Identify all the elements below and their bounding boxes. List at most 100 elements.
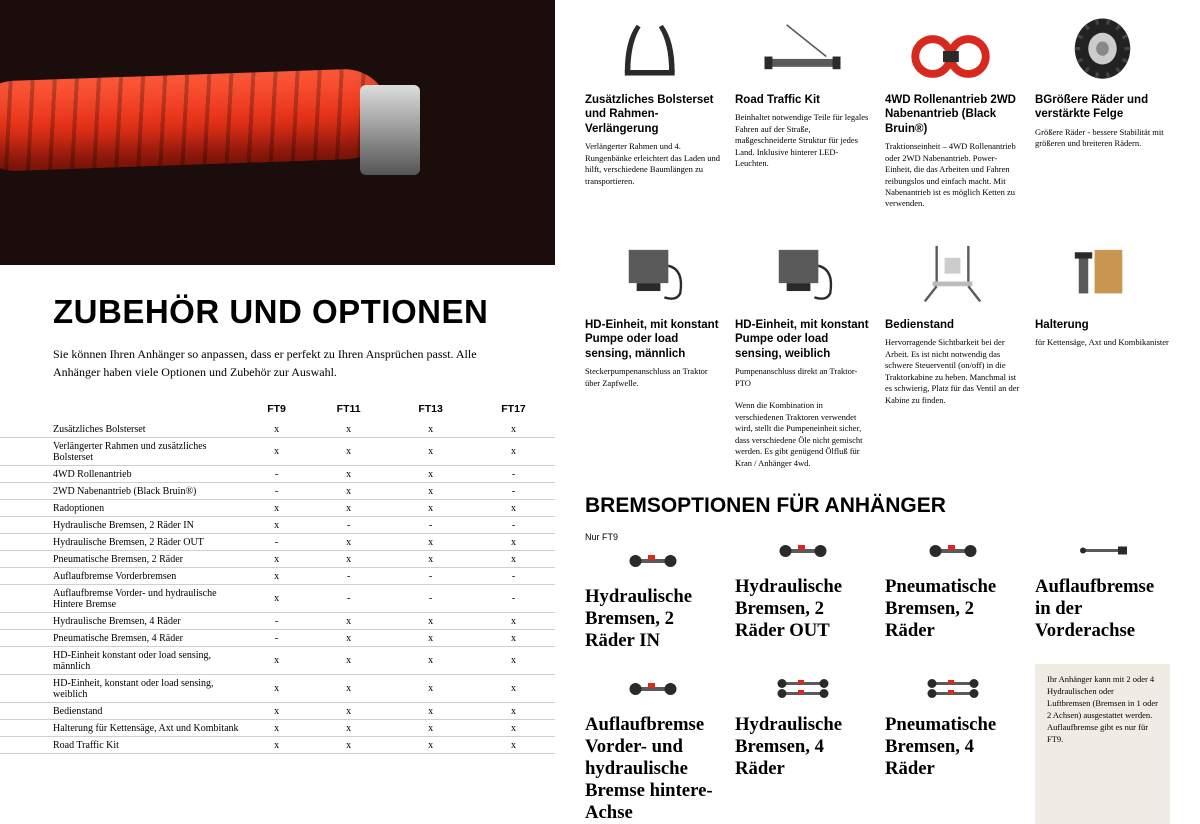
row-value: x	[245, 551, 308, 568]
left-column: ZUBEHÖR UND OPTIONEN Sie können Ihren An…	[0, 0, 555, 824]
row-value: x	[472, 500, 555, 517]
row-value: x	[308, 483, 389, 500]
row-value: -	[472, 585, 555, 613]
row-value: x	[389, 675, 472, 703]
table-row: Hydraulische Bremsen, 2 Räder INx---	[0, 517, 555, 534]
card-desc: Verlängerter Rahmen und 4. Rungenbänke e…	[585, 141, 720, 187]
brake-info-box: Ihr Anhänger kann mit 2 oder 4 Hydraulis…	[1035, 664, 1170, 824]
table-row: Pneumatische Bremsen, 4 Räder-xxx	[0, 630, 555, 647]
row-value: x	[472, 737, 555, 754]
row-label: Auflaufbremse Vorderbremsen	[0, 568, 245, 585]
card-title: Bedienstand	[885, 318, 1020, 332]
row-value: x	[389, 613, 472, 630]
table-row: Pneumatische Bremsen, 2 Räderxxxx	[0, 551, 555, 568]
card-illustration	[1035, 5, 1170, 93]
row-value: x	[389, 438, 472, 466]
brake-tag: Nur FT9	[585, 532, 720, 542]
accessory-card: Halterungfür Kettensäge, Axt und Kombika…	[1035, 230, 1170, 469]
page-title: ZUBEHÖR UND OPTIONEN	[53, 293, 555, 331]
card-desc: Pumpenanschluss direkt an Traktor-PTO We…	[735, 366, 870, 469]
row-value: x	[389, 500, 472, 517]
accessory-card: BGrößere Räder und verstärkte FelgeGröße…	[1035, 5, 1170, 210]
row-value: x	[245, 517, 308, 534]
row-value: x	[245, 585, 308, 613]
brake-card: Hydraulische Bremsen, 4 Räder	[735, 664, 870, 824]
accessory-card: BedienstandHervorragende Sichtbarkeit be…	[885, 230, 1020, 469]
row-value: x	[245, 438, 308, 466]
row-value: -	[245, 466, 308, 483]
row-value: x	[308, 737, 389, 754]
row-value: x	[308, 630, 389, 647]
row-value: x	[389, 630, 472, 647]
card-desc: Größere Räder - bessere Stabilität mit g…	[1035, 127, 1170, 150]
brake-title: Pneumatische Bremsen, 2 Räder	[885, 576, 1020, 642]
card-illustration	[885, 230, 1020, 318]
row-value: x	[308, 421, 389, 438]
row-label: Hydraulische Bremsen, 2 Räder IN	[0, 517, 245, 534]
brake-title: Hydraulische Bremsen, 4 Räder	[735, 714, 870, 780]
intro-text: Sie können Ihren Anhänger so anpassen, d…	[53, 345, 525, 381]
brake-title: Auflaufbremse Vorder- und hydraulische B…	[585, 714, 720, 824]
row-value: x	[308, 703, 389, 720]
row-value: x	[389, 534, 472, 551]
row-value: -	[472, 517, 555, 534]
card-desc: Traktionseinheit – 4WD Rollenantrieb ode…	[885, 141, 1020, 210]
row-value: -	[472, 568, 555, 585]
row-label: HD-Einheit konstant oder load sensing, m…	[0, 647, 245, 675]
row-value: x	[389, 647, 472, 675]
table-row: Auflaufbremse Vorder- und hydraulische H…	[0, 585, 555, 613]
row-value: x	[472, 534, 555, 551]
row-value: x	[308, 551, 389, 568]
brake-illustration	[885, 664, 1020, 714]
row-value: x	[389, 421, 472, 438]
accessory-card: Road Traffic Kit Beinhaltet notwendige Te…	[735, 5, 870, 210]
row-value: -	[245, 630, 308, 647]
row-value: x	[389, 720, 472, 737]
row-value: x	[308, 720, 389, 737]
brakes-heading: BREMSOPTIONEN FÜR ANHÄNGER	[585, 494, 1170, 518]
row-value: -	[308, 585, 389, 613]
row-label: HD-Einheit, konstant oder load sensing, …	[0, 675, 245, 703]
row-label: Pneumatische Bremsen, 2 Räder	[0, 551, 245, 568]
row-label: Zusätzliches Bolsterset	[0, 421, 245, 438]
brake-title: Hydraulische Bremsen, 2 Räder OUT	[735, 576, 870, 642]
card-illustration	[735, 5, 870, 93]
table-row: Verlängerter Rahmen und zusätzliches Bol…	[0, 438, 555, 466]
card-title: HD-Einheit, mit konstant Pumpe oder load…	[585, 318, 720, 361]
card-title: 4WD Rollenantrieb 2WD Nabenantrieb (Blac…	[885, 93, 1020, 136]
row-label: Hydraulische Bremsen, 2 Räder OUT	[0, 534, 245, 551]
row-label: Pneumatische Bremsen, 4 Räder	[0, 630, 245, 647]
table-row: Radoptionenxxxx	[0, 500, 555, 517]
right-column: Zusätzliches Bolsterset und Rahmen-Verlä…	[585, 0, 1170, 824]
card-title: Road Traffic Kit	[735, 93, 870, 107]
card-illustration	[885, 5, 1020, 93]
options-table: FT9FT11FT13FT17 Zusätzliches Bolstersetx…	[0, 399, 555, 754]
row-value: x	[245, 568, 308, 585]
table-row: Halterung für Kettensäge, Axt und Kombit…	[0, 720, 555, 737]
row-value: x	[245, 720, 308, 737]
row-value: x	[245, 675, 308, 703]
row-label: Verlängerter Rahmen und zusätzliches Bol…	[0, 438, 245, 466]
row-value: x	[308, 675, 389, 703]
brake-illustration	[735, 664, 870, 714]
accessory-grid: Zusätzliches Bolsterset und Rahmen-Verlä…	[585, 5, 1170, 469]
table-header: FT9	[245, 399, 308, 421]
row-value: x	[308, 613, 389, 630]
brake-card: Auflaufbremse Vorder- und hydraulische B…	[585, 664, 720, 824]
row-value: x	[472, 421, 555, 438]
card-illustration	[1035, 230, 1170, 318]
row-label: 4WD Rollenantrieb	[0, 466, 245, 483]
brake-card: Hydraulische Bremsen, 2 Räder OUT	[735, 526, 870, 652]
row-value: -	[389, 568, 472, 585]
brake-illustration	[735, 526, 870, 576]
table-row: 2WD Nabenantrieb (Black Bruin®)-xx-	[0, 483, 555, 500]
table-row: Hydraulische Bremsen, 2 Räder OUT-xxx	[0, 534, 555, 551]
brake-title: Pneumatische Bremsen, 4 Räder	[885, 714, 1020, 780]
card-desc: Beinhaltet notwendige Teile für legales …	[735, 112, 870, 169]
row-value: x	[389, 737, 472, 754]
brake-card: Nur FT9Hydraulische Bremsen, 2 Räder IN	[585, 526, 720, 652]
brake-illustration	[585, 536, 720, 586]
hero-image	[0, 0, 555, 265]
row-value: x	[472, 551, 555, 568]
row-value: x	[389, 483, 472, 500]
